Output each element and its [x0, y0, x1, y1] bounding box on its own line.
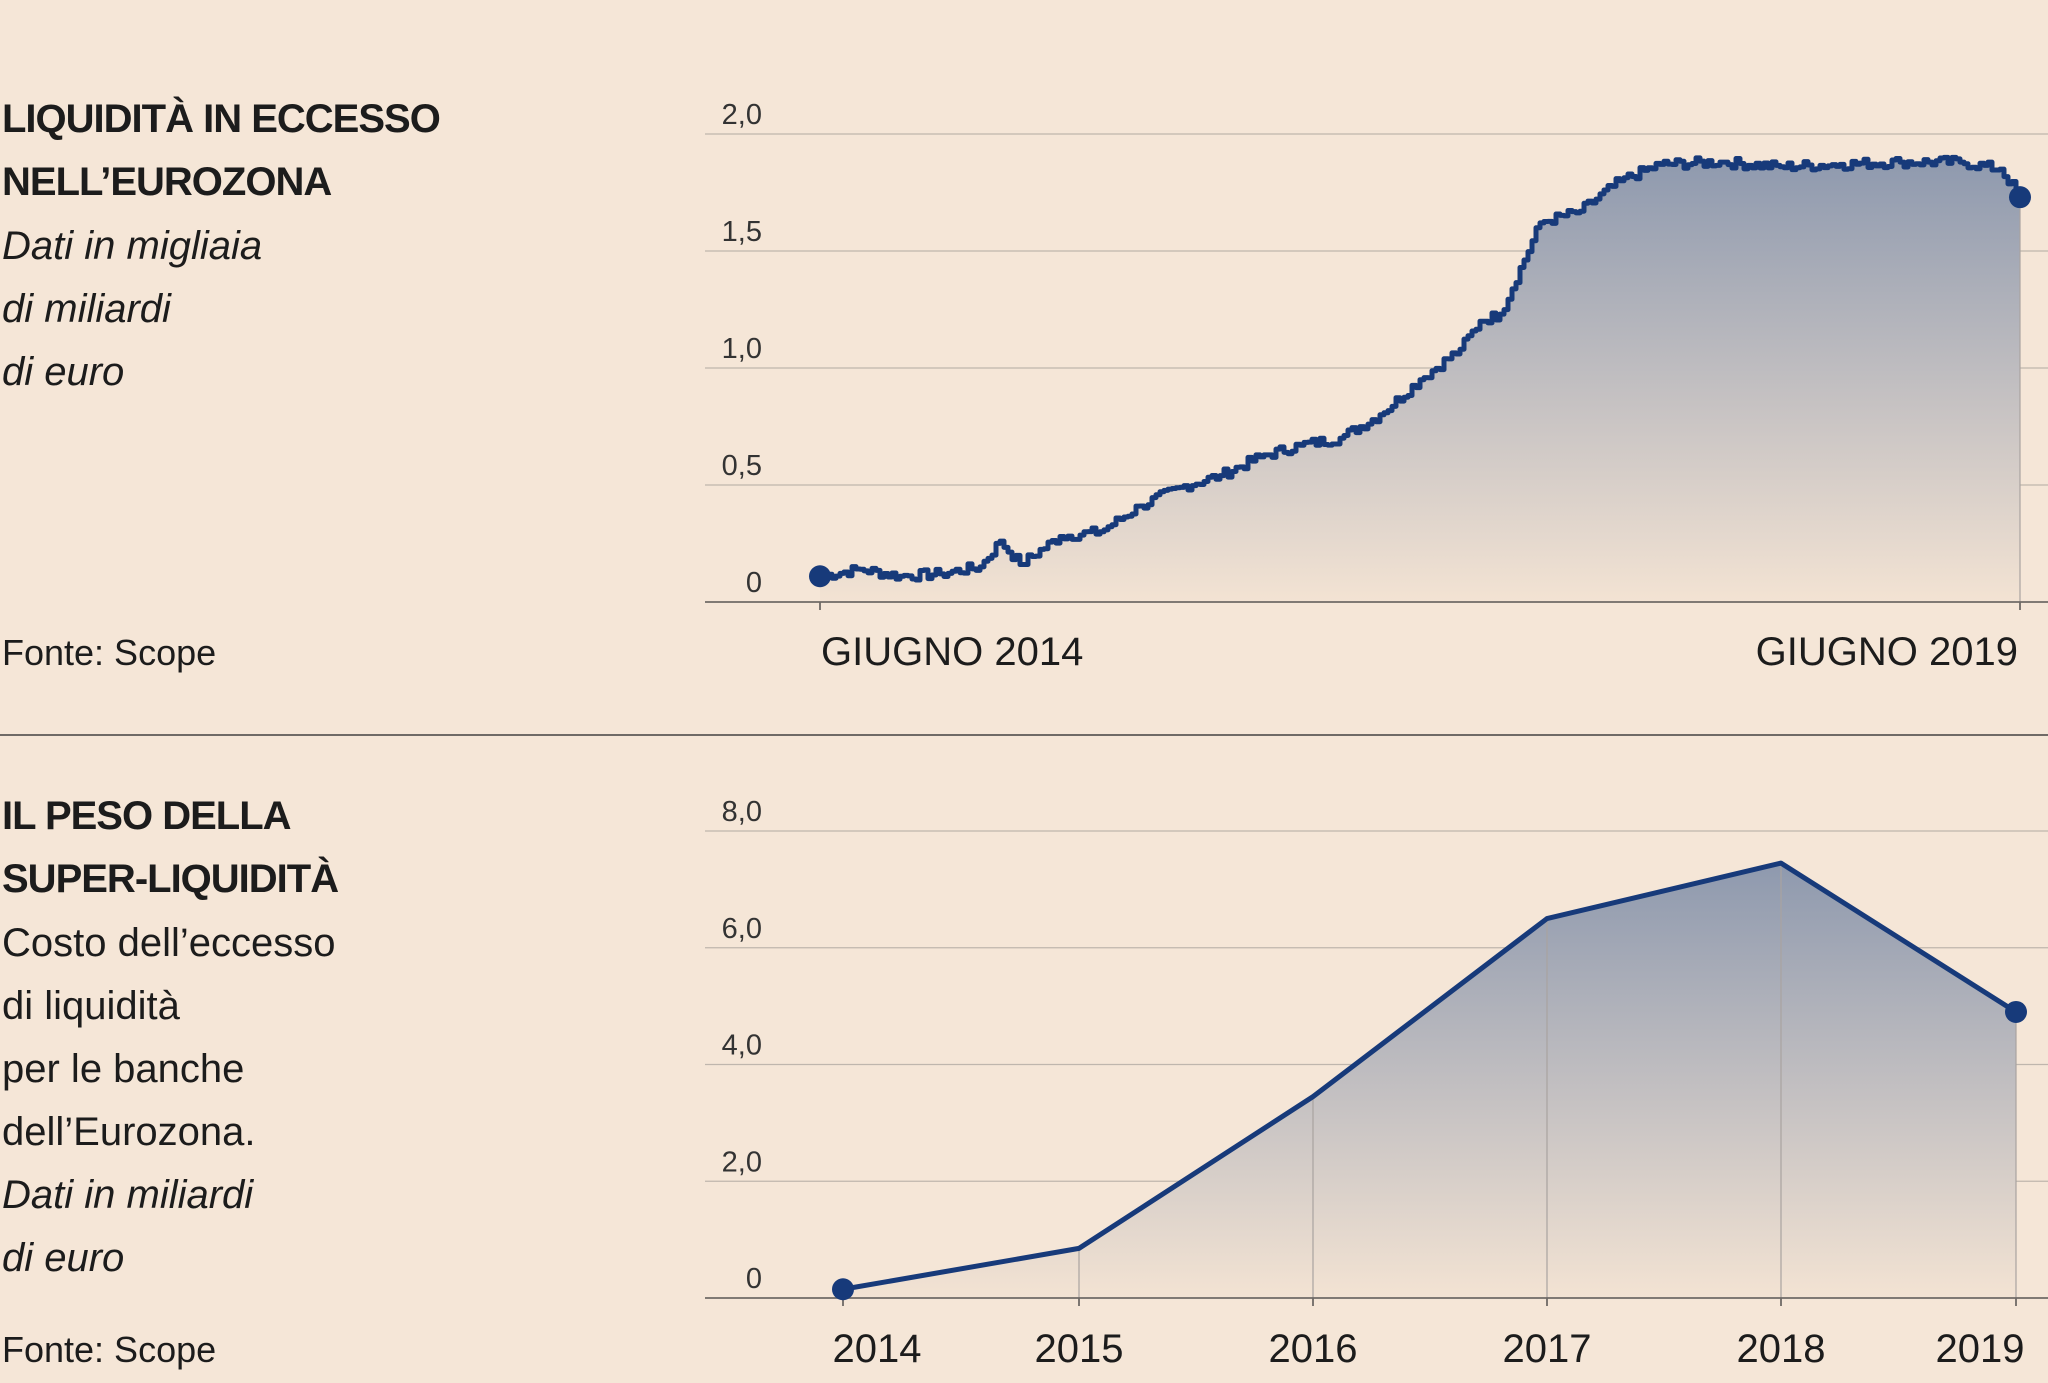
top-y-tick-label: 2,0 — [722, 99, 762, 131]
bottom-source-note: Fonte: Scope — [2, 1329, 217, 1370]
bottom-subtitle-line: dell’Eurozona. — [2, 1110, 256, 1154]
bottom-y-tick-label: 0 — [746, 1263, 762, 1295]
top-title-line: LIQUIDITÀ IN ECCESSO — [2, 97, 441, 141]
bottom-subtitle-line: Costo dell’eccesso — [2, 921, 336, 965]
bottom-x-tick-label: 2017 — [1503, 1327, 1592, 1371]
top-end-point — [2009, 186, 2031, 209]
top-x-tick-label: GIUGNO 2014 — [821, 630, 1083, 674]
bottom-series-line — [842, 860, 2018, 1292]
top-series-area — [820, 157, 2020, 602]
top-panel: LIQUIDITÀ IN ECCESSO NELL’EUROZONA Dati … — [2, 88, 441, 673]
top-subtitle-line: di euro — [2, 350, 125, 394]
bottom-x-tick-label: 2018 — [1737, 1327, 1826, 1371]
bottom-x-tick-label: 2016 — [1269, 1327, 1358, 1371]
bottom-chart-title: IL PESO DELLA SUPER-LIQUIDITÀ — [2, 785, 339, 911]
top-y-tick-label: 1,5 — [722, 216, 762, 248]
bottom-y-tick-label: 2,0 — [722, 1146, 762, 1178]
top-series-line — [820, 154, 2023, 583]
top-chart-subtitle: Dati in migliaia di miliardi di euro — [2, 215, 262, 404]
top-start-point — [809, 565, 831, 588]
bottom-subtitle-line: Dati in miliardi — [2, 1173, 254, 1217]
bottom-subtitle-line: di euro — [2, 1236, 125, 1280]
bottom-y-tick-label: 6,0 — [722, 913, 762, 945]
bottom-start-point — [832, 1278, 854, 1301]
bottom-title-line: SUPER-LIQUIDITÀ — [2, 857, 339, 901]
panel-divider — [0, 734, 2048, 736]
top-title-line: NELL’EUROZONA — [2, 160, 332, 204]
top-subtitle-line: Dati in migliaia — [2, 224, 263, 268]
bottom-subtitle-line: di liquidità — [2, 984, 180, 1028]
bottom-panel: IL PESO DELLA SUPER-LIQUIDITÀ Costo dell… — [0, 735, 2048, 1383]
bottom-x-tick-label: 2019 — [1936, 1327, 2025, 1371]
bottom-series-area — [843, 863, 2016, 1298]
top-chart-title: LIQUIDITÀ IN ECCESSO NELL’EUROZONA — [2, 88, 441, 214]
bottom-subtitle-line: per le banche — [2, 1047, 245, 1091]
bottom-y-tick-label: 8,0 — [722, 796, 762, 828]
top-y-tick-label: 0 — [746, 567, 762, 599]
bottom-x-tick-label: 2014 — [833, 1327, 922, 1371]
top-subtitle-line: di miliardi — [2, 287, 171, 331]
bottom-y-tick-label: 4,0 — [722, 1030, 762, 1062]
bottom-end-point — [2005, 1000, 2027, 1023]
bottom-chart-subtitle: Costo dell’eccesso di liquidità per le b… — [2, 912, 336, 1290]
top-source-note: Fonte: Scope — [2, 632, 217, 673]
top-y-tick-label: 0,5 — [722, 450, 762, 482]
bottom-title-line: IL PESO DELLA — [2, 794, 292, 838]
top-x-tick-label: GIUGNO 2019 — [1756, 630, 2018, 674]
bottom-x-tick-label: 2015 — [1035, 1327, 1124, 1371]
top-y-tick-label: 1,0 — [722, 333, 762, 365]
